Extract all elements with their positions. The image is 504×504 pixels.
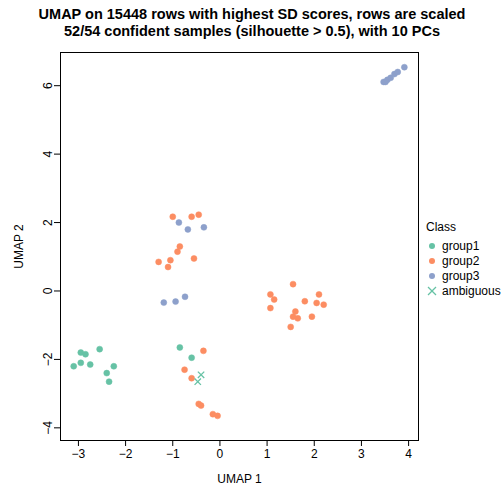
html-text:group3: group3 <box>442 268 480 283</box>
svg-text:3: 3 <box>358 447 365 461</box>
svg-text:2: 2 <box>41 219 55 226</box>
svg-text:−3: −3 <box>72 447 86 461</box>
svg-text:UMAP 2: UMAP 2 <box>12 224 26 269</box>
svg-text:UMAP 1: UMAP 1 <box>217 472 262 486</box>
html-text:ambiguous: ambiguous <box>442 283 501 298</box>
html-text:52/54 confident samples (silho: 52/54 confident samples (silhouette > 0.… <box>64 23 440 39</box>
svg-text:4: 4 <box>41 150 55 157</box>
svg-text:−2: −2 <box>119 447 133 461</box>
svg-text:0: 0 <box>41 287 55 294</box>
html-text:group2: group2 <box>442 253 480 268</box>
html-text:UMAP on 15448 rows with highes: UMAP on 15448 rows with highest SD score… <box>38 6 466 22</box>
svg-text:−2: −2 <box>41 352 55 366</box>
html-text:group1: group1 <box>442 238 480 253</box>
svg-text:−4: −4 <box>41 421 55 435</box>
html-text:Class: Class <box>426 220 456 234</box>
svg-text:1: 1 <box>264 447 271 461</box>
svg-text:2: 2 <box>311 447 318 461</box>
svg-text:4: 4 <box>405 447 412 461</box>
svg-text:0: 0 <box>217 447 224 461</box>
svg-text:6: 6 <box>41 82 55 89</box>
svg-text:−1: −1 <box>166 447 180 461</box>
